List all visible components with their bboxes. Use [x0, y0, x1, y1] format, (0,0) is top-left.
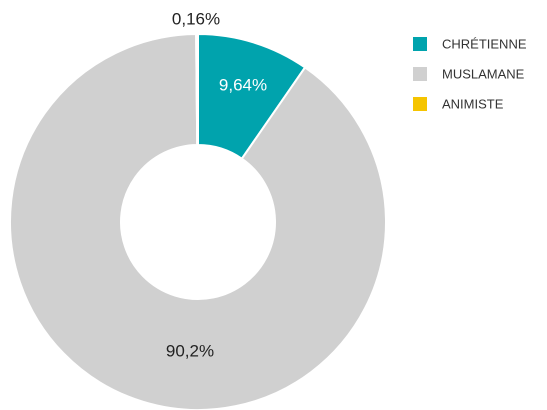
slice: [9, 32, 387, 410]
slice-label: 90,2%: [166, 341, 214, 360]
legend-label: CHRÉTIENNE: [442, 36, 527, 51]
slice: [195, 32, 199, 147]
legend-swatch: [413, 67, 427, 81]
legend-label: ANIMISTE: [442, 96, 504, 111]
slice-label: 0,16%: [172, 9, 220, 28]
slice-label: 9,64%: [219, 75, 267, 94]
legend-swatch: [413, 37, 427, 51]
legend-swatch: [413, 97, 427, 111]
legend-label: MUSLAMANE: [442, 66, 525, 81]
